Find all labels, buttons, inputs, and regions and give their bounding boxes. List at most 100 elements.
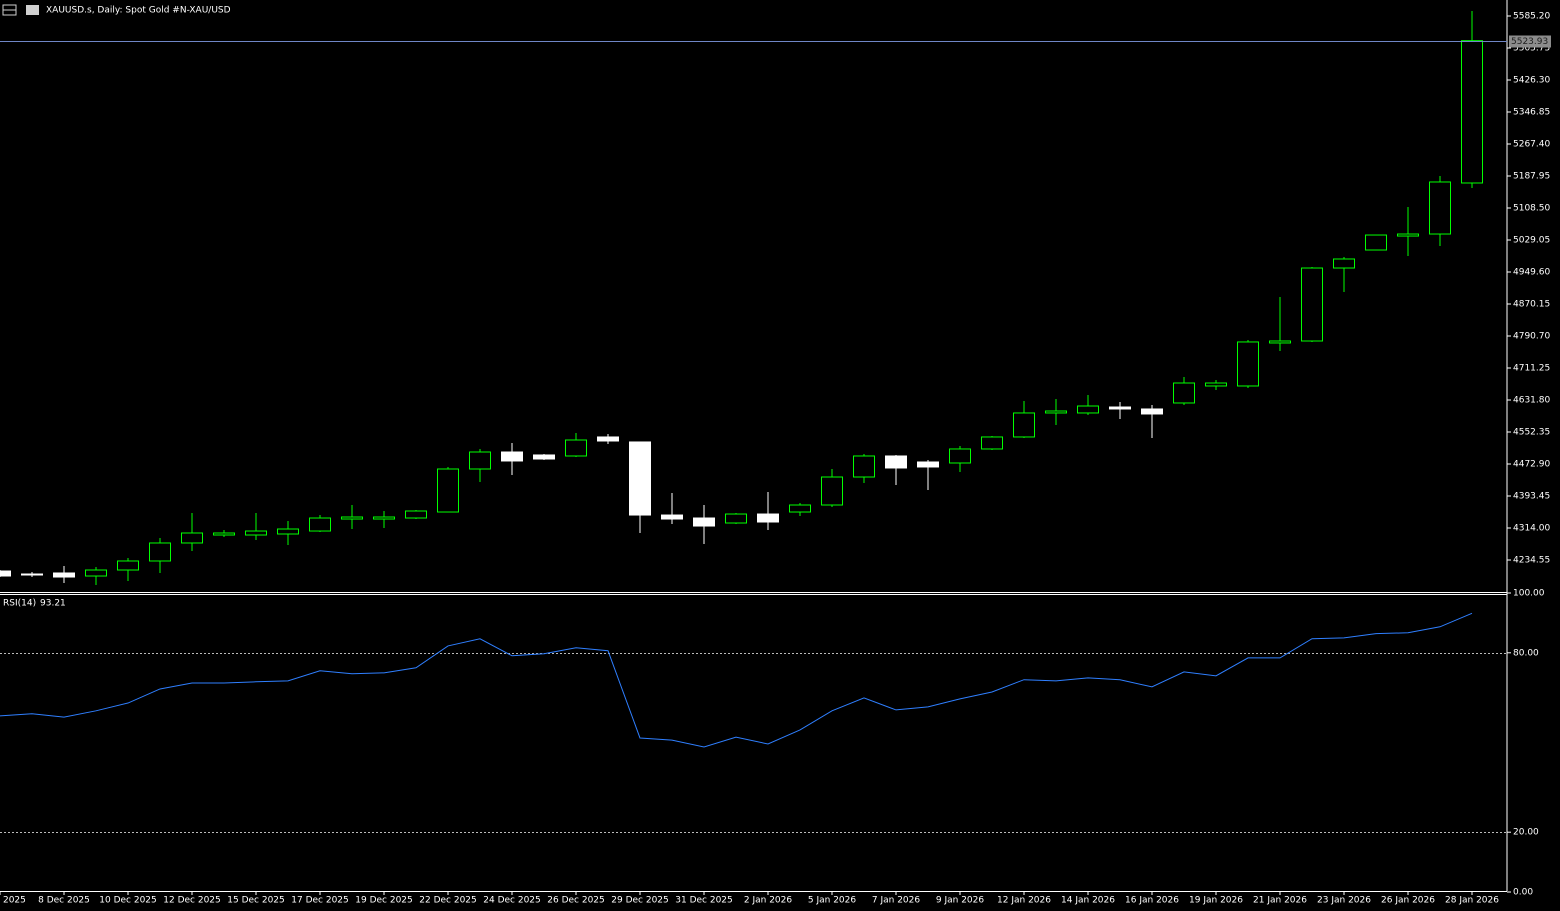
y-tick-label: 20.00 (1513, 828, 1539, 838)
x-tick-label: 26 Dec 2025 (547, 896, 605, 906)
x-tick-label: 28 Jan 2026 (1445, 896, 1499, 906)
candle-body (0, 570, 11, 577)
x-tick-label: 9 Jan 2026 (936, 896, 984, 906)
indicator-name: RSI(14) (3, 599, 36, 609)
candle-body (597, 436, 619, 442)
candle-body (725, 513, 747, 524)
price-label: 5523.93 (1511, 37, 1548, 47)
x-tick-label: 21 Jan 2026 (1253, 896, 1307, 906)
candle-body (661, 514, 683, 520)
candle-body (1333, 258, 1355, 269)
icon (26, 5, 39, 15)
x-tick-label: 14 Jan 2026 (1061, 896, 1115, 906)
y-tick-label: 4472.90 (1513, 460, 1550, 470)
indicator-value: 93.21 (40, 599, 66, 609)
y-tick-label: 4949.60 (1513, 268, 1550, 278)
x-tick-label: 15 Dec 2025 (227, 896, 285, 906)
rsi-line (0, 612, 1473, 748)
y-tick-label: 4234.55 (1513, 556, 1550, 566)
candle-body (1397, 233, 1419, 237)
y-tick-label: 5426.30 (1513, 76, 1550, 86)
candle-body (405, 510, 427, 519)
candle-body (309, 517, 331, 532)
candle-body (373, 516, 395, 520)
x-tick-label: 5 Jan 2026 (808, 896, 856, 906)
candle-body (1365, 234, 1387, 251)
y-tick-label: 0.00 (1513, 888, 1533, 898)
x-tick-label: 7 Jan 2026 (872, 896, 920, 906)
y-tick-label: 4711.25 (1513, 364, 1550, 374)
candle-body (1141, 408, 1163, 415)
y-tick-label: 5585.20 (1513, 12, 1550, 22)
candle-body (1077, 405, 1099, 414)
x-tick-label: 12 Dec 2025 (163, 896, 221, 906)
candle-body (53, 572, 75, 578)
y-tick-label: 5267.40 (1513, 140, 1550, 150)
candle-body (789, 504, 811, 513)
candle-body (1269, 340, 1291, 344)
x-tick-label: 22 Dec 2025 (419, 896, 477, 906)
candle-body (981, 436, 1003, 450)
candle-body (821, 476, 843, 506)
x-tick-label: 16 Jan 2026 (1125, 896, 1179, 906)
x-tick-label: 10 Dec 2025 (99, 896, 157, 906)
x-tick-label: 5 Dec 2025 (0, 896, 26, 906)
candle-body (1461, 40, 1483, 184)
candle-body (181, 532, 203, 544)
candle-body (565, 439, 587, 457)
x-tick-label: 2 Jan 2026 (744, 896, 792, 906)
x-tick-label: 19 Dec 2025 (355, 896, 413, 906)
candle-body (469, 451, 491, 470)
candle-body (1173, 382, 1195, 404)
candle-body (1109, 406, 1131, 410)
x-tick-label: 23 Jan 2026 (1317, 896, 1371, 906)
candle-body (117, 560, 139, 571)
y-tick-label: 4393.45 (1513, 492, 1550, 502)
candle-body (1301, 267, 1323, 342)
candle-body (341, 516, 363, 520)
candle-body (1237, 341, 1259, 387)
y-tick-label: 4870.15 (1513, 300, 1550, 310)
candle-body (85, 569, 107, 577)
y-tick-label: 5346.85 (1513, 108, 1550, 118)
x-tick-label: 29 Dec 2025 (611, 896, 669, 906)
chart-title: XAUUSD.s, Daily: Spot Gold #N-XAU/USD (46, 6, 231, 16)
candle-body (949, 448, 971, 464)
x-tick-label: 26 Jan 2026 (1381, 896, 1435, 906)
candle-body (1205, 382, 1227, 387)
x-tick-label: 31 Dec 2025 (675, 896, 733, 906)
candle-body (853, 455, 875, 478)
x-tick-label: 12 Jan 2026 (997, 896, 1051, 906)
y-tick-label: 4790.70 (1513, 332, 1550, 342)
candle-body (533, 454, 555, 460)
y-tick-label: 4314.00 (1513, 524, 1550, 534)
y-tick-label: 100.00 (1513, 589, 1545, 599)
candle-body (149, 542, 171, 562)
candle-body (501, 451, 523, 462)
y-tick-label: 4552.35 (1513, 428, 1550, 438)
candle-body (1429, 181, 1451, 235)
candle-body (21, 573, 43, 576)
candle-body (1013, 412, 1035, 438)
candle-body (245, 530, 267, 536)
price-label-box (1509, 35, 1551, 48)
x-tick-label: 19 Jan 2026 (1189, 896, 1243, 906)
x-tick-label: 17 Dec 2025 (291, 896, 349, 906)
candle-body (917, 461, 939, 468)
y-tick-label: 80.00 (1513, 648, 1539, 658)
candle-body (885, 455, 907, 469)
y-tick-label: 5029.05 (1513, 236, 1550, 246)
candle-body (277, 528, 299, 535)
candle-body (437, 468, 459, 513)
y-tick-label: 4631.80 (1513, 396, 1550, 406)
candle-body (757, 513, 779, 523)
x-tick-label: 8 Dec 2025 (38, 896, 90, 906)
y-tick-label: 5505.75 (1513, 44, 1550, 54)
y-tick-label: 5108.50 (1513, 204, 1550, 214)
candle-body (629, 441, 651, 516)
candle-body (693, 517, 715, 527)
candle-body (213, 532, 235, 536)
candle-body (1045, 410, 1067, 414)
